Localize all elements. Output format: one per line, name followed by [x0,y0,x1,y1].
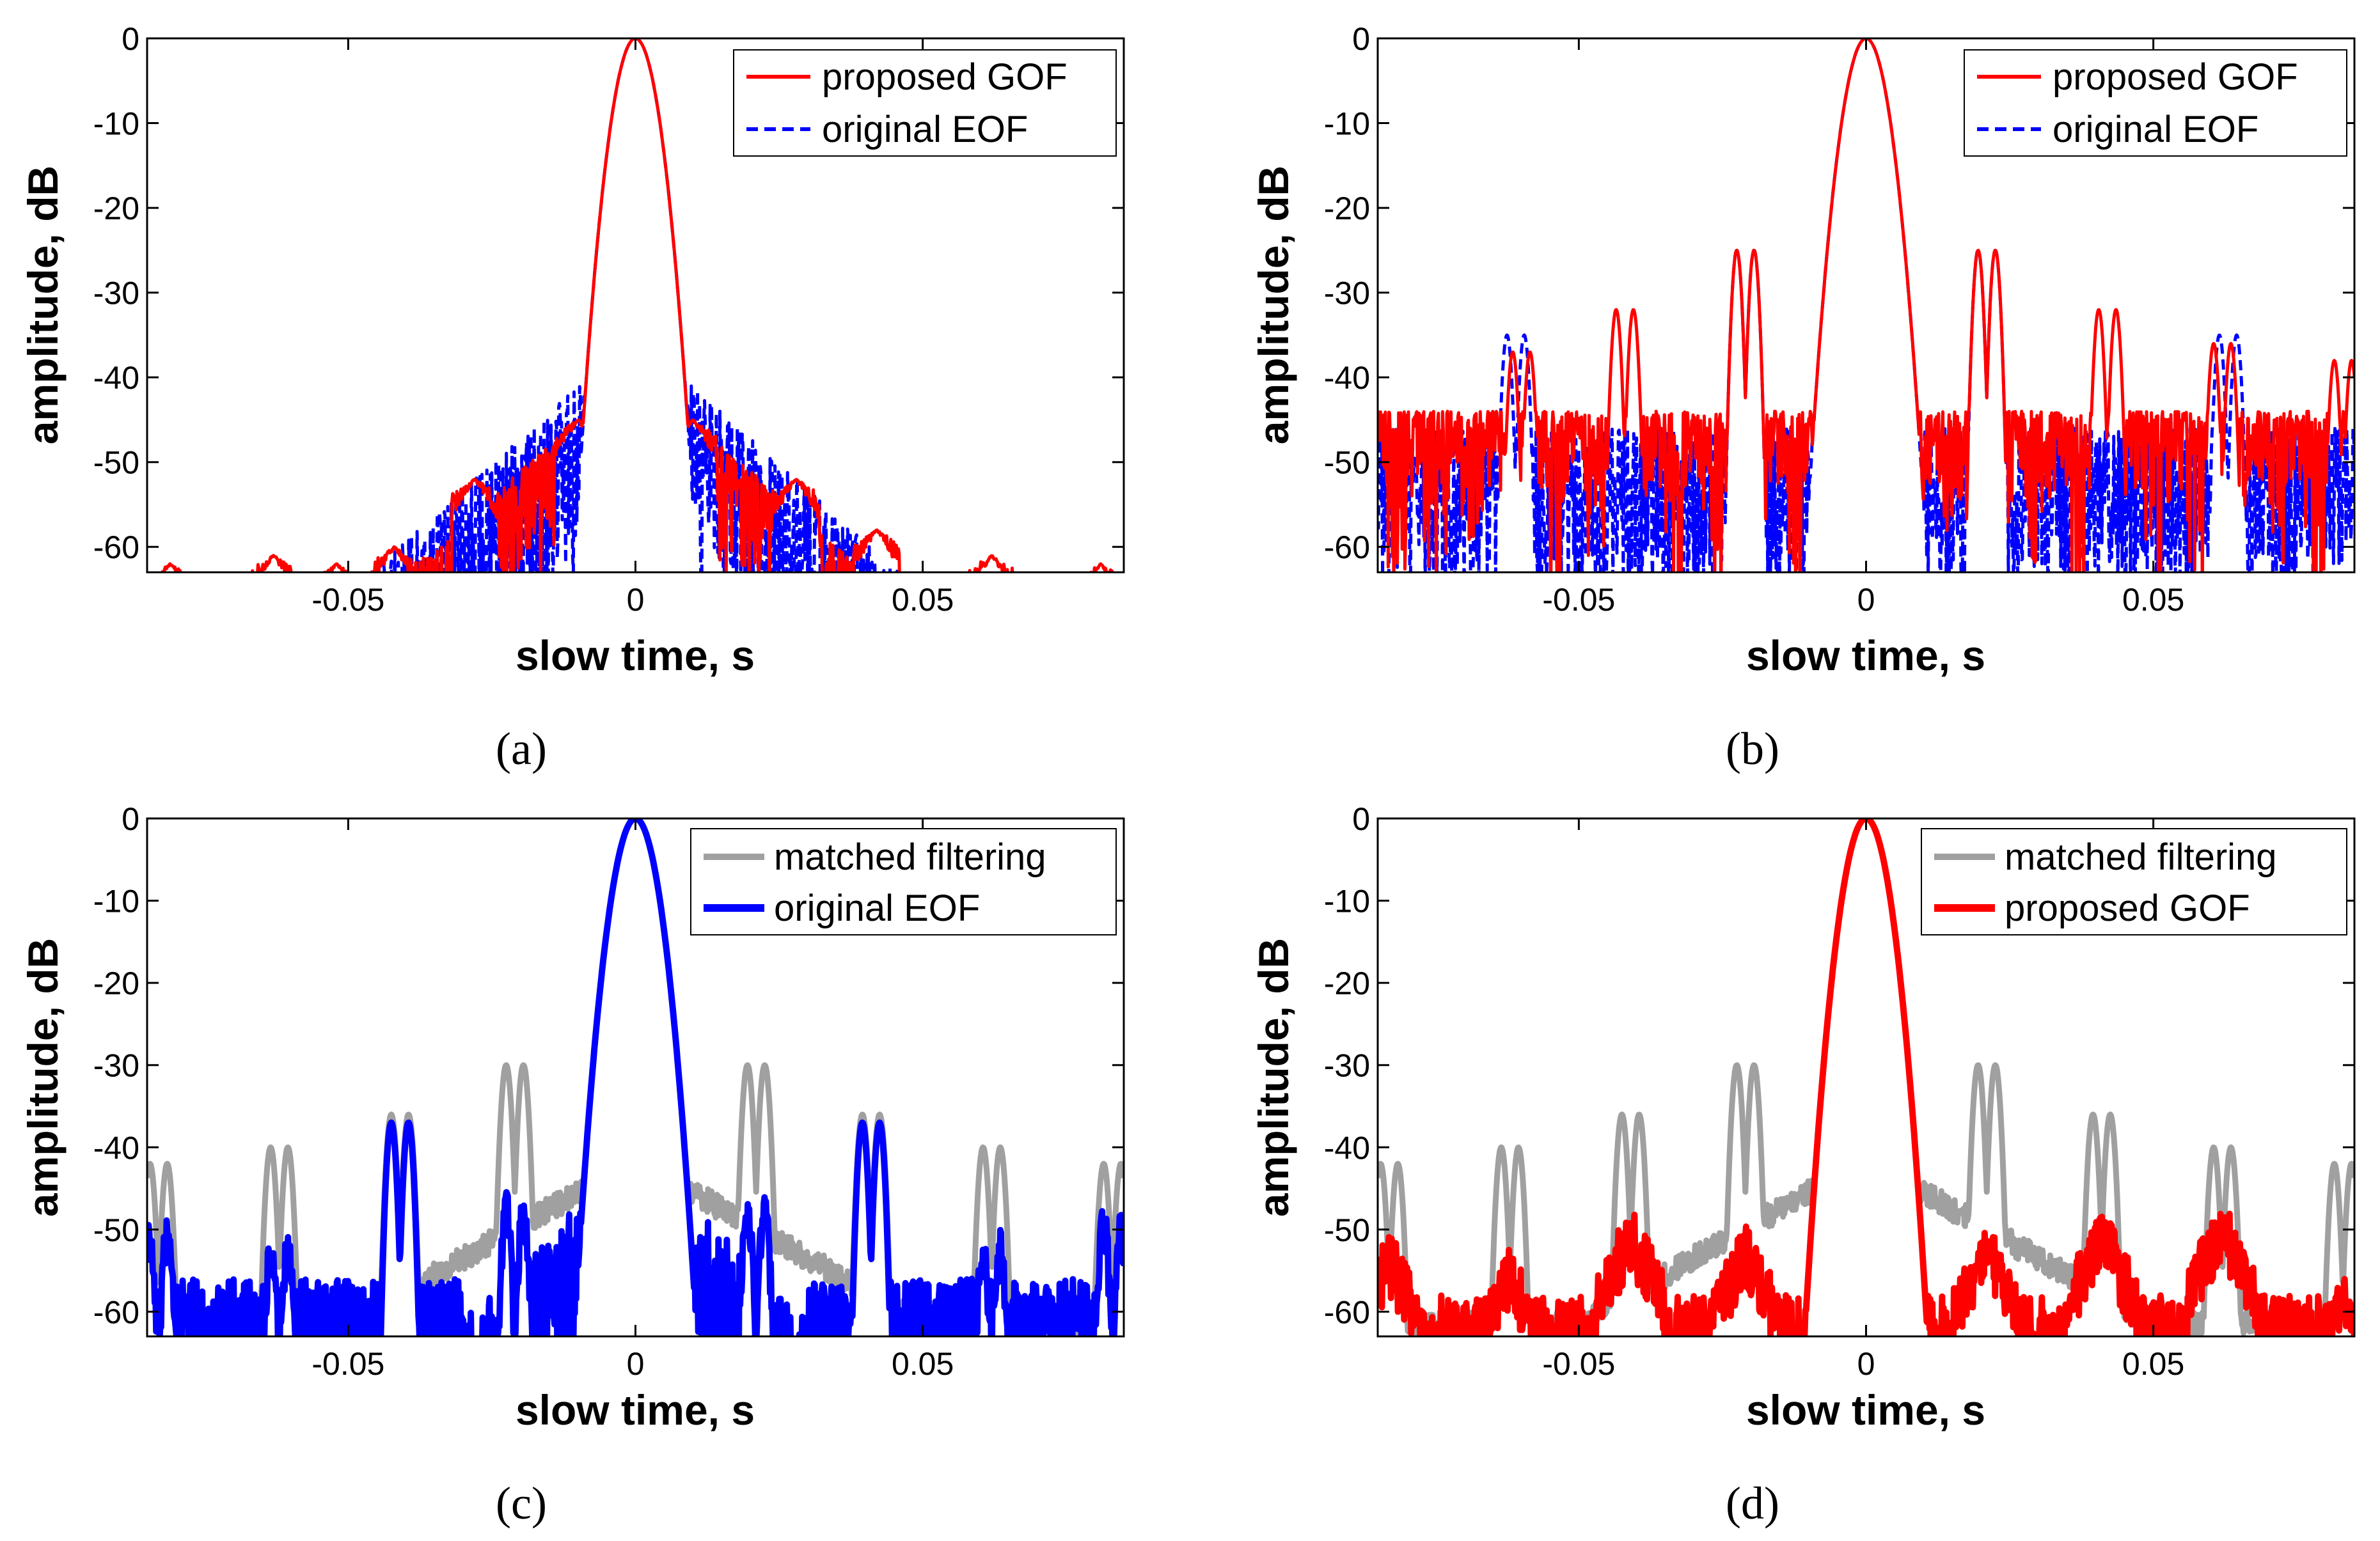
panel-c-legend: matched filtering original EOF [690,828,1117,935]
panel-d-legend-label-2: proposed GOF [2005,888,2250,929]
panel-c-ytick-label: -40 [93,1130,139,1166]
panel-a-ytick-label: 0 [122,21,139,57]
panel-c-series-2-line [147,818,1124,1336]
panel-d-curves [1378,818,2354,1336]
panel-a-caption: (a) [496,723,547,774]
panel-b-xtick-label: -0.05 [1542,582,1615,618]
panel-b-legend-label-2: original EOF [2053,109,2258,150]
panel-c-xtick-label: 0 [627,1346,645,1382]
panel-b-curves [1378,38,2354,572]
panel-b-ytick-label: 0 [1352,21,1370,57]
panel-d-series-2-line [1378,818,2354,1336]
panel-b-legend-box [1964,49,2347,157]
panel-c-xtick-label: 0.05 [892,1346,954,1382]
panel-a-ytick-label: -40 [93,360,139,396]
panel-a-ytick-label: -30 [93,276,139,311]
panel-c-legend-label-1: matched filtering [774,836,1046,878]
panel-d-legend: matched filtering proposed GOF [1921,828,2347,935]
panel-a-ytick-label: -10 [93,106,139,142]
panel-a-xtick-label: -0.05 [311,582,384,618]
panel-b-ytick-label: -30 [1324,276,1370,311]
panel-b-frame [1376,37,2356,574]
panel-a-xlabel: slow time, s [516,632,755,679]
panel-c-ytick-label: 0 [122,801,139,837]
panel-b: 0 -10 -20 -30 -40 -50 -60 -0.05 0 0.05 slow time,… [1250,21,2356,774]
panel-a-ylabel: amplitude, dB [19,166,67,444]
panel-d-xtick-label: -0.05 [1542,1346,1615,1382]
panel-d-ytick-label: -40 [1324,1130,1370,1166]
panel-d-caption: (d) [1726,1478,1779,1529]
panel-b-xlabel: slow time, s [1746,632,1985,679]
panel-d-ytick-label: -30 [1324,1048,1370,1084]
panel-c-legend-label-2: original EOF [774,888,980,929]
panel-d-ytick-label: -20 [1324,966,1370,1001]
panel-c-ytick-label: -20 [93,966,139,1001]
panel-a-ytick-label: -60 [93,529,139,565]
panel-c: 0 -10 -20 -30 -40 -50 -60 -0.05 0 0.05 slow time,… [19,801,1125,1529]
panel-c-ytick-label: -10 [93,884,139,919]
panel-a-axes: 0 -10 -20 -30 -40 -50 -60 -0.05 0 0.05 [93,21,1124,618]
panel-a-legend-label-2: original EOF [822,109,1028,150]
panel-c-xtick-label: -0.05 [311,1346,384,1382]
panel-a-ytick-label: -50 [93,445,139,481]
panel-b-xtick-label: 0.05 [2122,582,2184,618]
panel-a-frame [146,37,1125,574]
panel-d-ylabel: amplitude, dB [1250,938,1297,1217]
panel-a-xtick-label: 0.05 [892,582,954,618]
panel-d-xtick-label: 0.05 [2122,1346,2184,1382]
panel-b-legend-label-1: proposed GOF [2053,56,2298,98]
panel-a-legend-label-1: proposed GOF [822,56,1068,98]
panel-b-ytick-label: -10 [1324,106,1370,142]
panel-c-frame [146,817,1125,1338]
panel-c-ylabel: amplitude, dB [19,938,67,1217]
panel-d-axes: 0 -10 -20 -30 -40 -50 -60 -0.05 0 0.05 [1324,801,2354,1382]
panel-c-caption: (c) [496,1478,547,1529]
panel-b-series-1-line [1378,38,2354,572]
panel-d-ytick-label: -50 [1324,1212,1370,1248]
panel-d-ytick-label: -10 [1324,884,1370,919]
panel-b-ytick-label: -60 [1324,529,1370,565]
panel-b-xtick-label: 0 [1857,582,1875,618]
panel-c-xlabel: slow time, s [516,1386,755,1434]
panel-d-legend-box [1921,828,2347,935]
panel-a-legend-box [733,49,1117,157]
panel-b-ylabel: amplitude, dB [1250,166,1297,444]
panel-b-legend: proposed GOF original EOF [1964,49,2347,157]
panel-b-ytick-label: -40 [1324,360,1370,396]
panel-a: 0 -10 -20 -30 -40 -50 -60 -0.05 0 0.05 slow time,… [19,21,1125,774]
panel-d-legend-label-1: matched filtering [2005,836,2277,878]
panel-a-xtick-label: 0 [627,582,645,618]
panel-d-frame [1376,817,2356,1338]
panel-b-ytick-label: -20 [1324,191,1370,226]
panel-b-axes: 0 -10 -20 -30 -40 -50 -60 -0.05 0 0.05 [1324,21,2354,618]
panel-c-curves [147,818,1124,1336]
panel-d: 0 -10 -20 -30 -40 -50 -60 -0.05 0 0.05 slow time,… [1250,801,2356,1529]
panel-a-ytick-label: -20 [93,191,139,226]
panel-c-legend-box [690,828,1117,935]
panel-b-series-2-line [1378,38,2354,572]
panel-c-axes: 0 -10 -20 -30 -40 -50 -60 -0.05 0 0.05 [93,801,1124,1382]
panel-c-ytick-label: -60 [93,1294,139,1330]
panel-d-ytick-label: -60 [1324,1294,1370,1330]
panel-b-ytick-label: -50 [1324,445,1370,481]
panel-a-legend: proposed GOF original EOF [733,49,1117,157]
panel-c-ytick-label: -50 [93,1212,139,1248]
panel-d-xtick-label: 0 [1857,1346,1875,1382]
panel-d-ytick-label: 0 [1352,801,1370,837]
panel-b-caption: (b) [1726,723,1779,774]
panel-c-ytick-label: -30 [93,1048,139,1084]
panel-d-xlabel: slow time, s [1746,1386,1985,1434]
